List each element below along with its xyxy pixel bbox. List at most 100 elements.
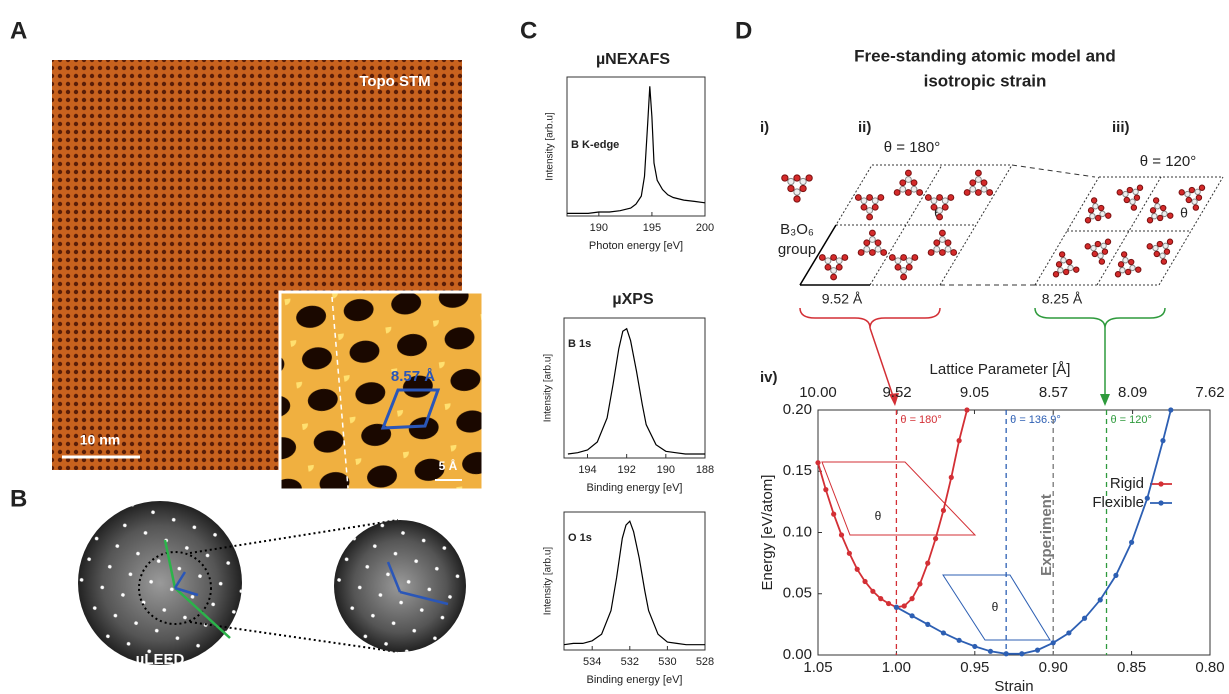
- lattice-label: 8.25 Å: [1042, 291, 1083, 307]
- point: [1129, 540, 1134, 545]
- boron-atom: [1061, 258, 1066, 263]
- boron-atom: [836, 258, 842, 264]
- oxygen-atom: [901, 255, 907, 261]
- oxygen-atom: [794, 175, 800, 181]
- boron-atom: [1100, 211, 1105, 216]
- oxygen-atom: [931, 204, 937, 210]
- y-tick-label: 0.15: [783, 462, 812, 479]
- point: [1145, 496, 1150, 501]
- y-axis-label: Intensity [arb.u]: [543, 354, 554, 423]
- point: [941, 630, 946, 635]
- point: [1051, 640, 1056, 645]
- legend-label: Rigid: [1110, 475, 1144, 492]
- oxygen-atom: [1196, 195, 1201, 200]
- oxygen-atom: [906, 264, 912, 270]
- panel-a: A Topo STM 10 nm 8.57 Å 5 Å: [10, 17, 483, 490]
- oxygen-atom: [1067, 259, 1072, 264]
- point: [815, 460, 820, 465]
- boron-atom: [1123, 258, 1128, 263]
- point: [1082, 616, 1087, 621]
- y-axis-label: Intensity [arb.u]: [543, 547, 554, 616]
- stm-label: Topo STM: [359, 73, 430, 90]
- oxygen-atom: [881, 250, 887, 256]
- oxygen-atom: [842, 255, 848, 261]
- boron-atom: [1130, 265, 1135, 270]
- lattice-label: 8.57 Å: [391, 368, 435, 385]
- x-tick-label: 190: [590, 222, 608, 234]
- boron-atom: [1123, 191, 1128, 196]
- step-label: ii): [858, 119, 871, 136]
- panel-label: A: [10, 17, 27, 44]
- oxygen-atom: [1124, 197, 1129, 202]
- oxygen-atom: [937, 195, 943, 201]
- oxygen-atom: [1186, 197, 1191, 202]
- boron-atom: [934, 246, 940, 252]
- panel-label: C: [520, 17, 537, 44]
- point: [902, 603, 907, 608]
- oxygen-atom: [1102, 249, 1107, 254]
- boron-atom: [906, 258, 912, 264]
- point: [839, 532, 844, 537]
- boron-atom: [1163, 243, 1168, 248]
- oxygen-atom: [1179, 190, 1184, 195]
- oxygen-atom: [1127, 187, 1132, 192]
- oxygen-atom: [1106, 213, 1111, 218]
- boron-atom: [970, 186, 976, 192]
- oxygen-atom: [878, 195, 884, 201]
- y-tick-label: 0.20: [783, 401, 812, 418]
- leed-spots: [334, 520, 466, 652]
- point: [988, 649, 993, 654]
- oxygen-atom: [889, 255, 895, 261]
- point: [1066, 630, 1071, 635]
- oxygen-atom: [942, 204, 948, 210]
- point: [878, 596, 883, 601]
- oxygen-atom: [1099, 259, 1104, 264]
- boron-atom: [861, 198, 867, 204]
- x-tick-label: 534: [583, 656, 601, 668]
- oxygen-atom: [867, 214, 873, 220]
- x-tick-label: 192: [617, 464, 635, 476]
- x2-tick-label: 9.52: [882, 384, 911, 401]
- oxygen-atom: [1115, 272, 1120, 277]
- theta-mark: θ: [992, 600, 999, 614]
- x-tick-label: 0.95: [960, 659, 989, 676]
- annotation: O 1s: [568, 532, 592, 544]
- oxygen-atom: [1118, 262, 1123, 267]
- x-tick-label: 194: [578, 464, 596, 476]
- x2-tick-label: 10.00: [799, 384, 837, 401]
- boron-atom: [937, 208, 943, 214]
- oxygen-atom: [1092, 251, 1097, 256]
- point: [1160, 438, 1165, 443]
- oxygen-atom: [901, 274, 907, 280]
- point: [1113, 573, 1118, 578]
- oxygen-atom: [1168, 213, 1173, 218]
- chart-title: µXPS: [612, 291, 654, 308]
- oxygen-atom: [1193, 205, 1198, 210]
- boron-atom: [1195, 189, 1200, 194]
- annotation: B K-edge: [571, 139, 619, 151]
- x2-tick-label: 8.57: [1039, 384, 1068, 401]
- theta-label: θ = 180°: [884, 139, 940, 156]
- annotation: Experiment: [1038, 494, 1055, 576]
- point: [909, 613, 914, 618]
- oxygen-atom: [1136, 267, 1141, 272]
- oxygen-atom: [864, 240, 870, 246]
- oxygen-atom: [1157, 241, 1162, 246]
- boron-atom: [788, 178, 794, 184]
- boron-atom: [1091, 245, 1096, 250]
- oxygen-atom: [858, 250, 864, 256]
- boron-atom: [1162, 211, 1167, 216]
- point: [855, 567, 860, 572]
- boron-atom: [864, 246, 870, 252]
- panel-c: C µNEXAFS µXPS: [520, 17, 670, 308]
- oxygen-atom: [800, 185, 806, 191]
- x-axis-label: Binding energy [eV]: [586, 482, 682, 494]
- point: [870, 589, 875, 594]
- theta-mark: θ: [1180, 205, 1188, 221]
- oxygen-atom: [911, 180, 917, 186]
- oxygen-atom: [1137, 185, 1142, 190]
- point: [1019, 651, 1024, 656]
- x-tick-label: 528: [696, 656, 714, 668]
- point: [1004, 651, 1009, 656]
- point: [941, 508, 946, 513]
